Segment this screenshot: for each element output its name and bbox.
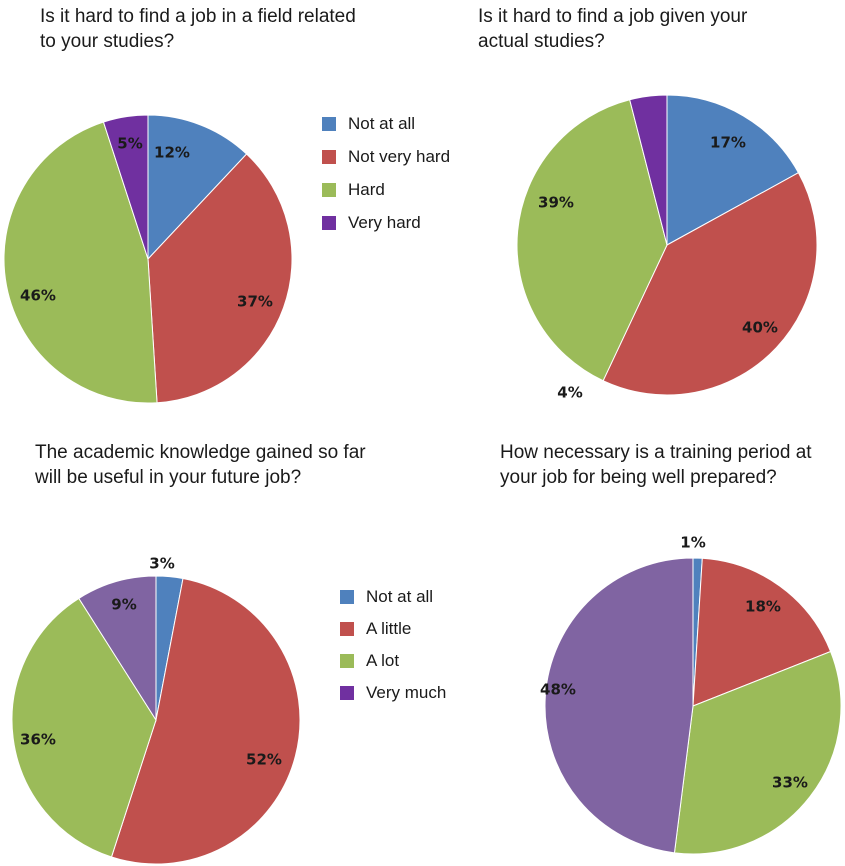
legend-item: Very much — [340, 677, 446, 709]
data-label: 40% — [742, 319, 778, 337]
chart-1-title: Is it hard to find a job in a field rela… — [40, 6, 356, 52]
data-label: 52% — [246, 751, 282, 769]
legend-label: A lot — [366, 651, 400, 670]
legend-swatch — [340, 686, 354, 700]
legend-item: Very hard — [322, 206, 450, 239]
legend-label: Very hard — [348, 212, 421, 232]
data-label: 33% — [772, 774, 808, 792]
legend-item: A lot — [340, 645, 446, 677]
data-label: 9% — [111, 596, 136, 614]
legend-swatch — [322, 215, 336, 230]
legend-label: Not at all — [348, 113, 416, 133]
data-label: 4% — [557, 384, 582, 402]
data-label: 18% — [745, 598, 781, 616]
data-label: 37% — [237, 293, 273, 311]
data-label: 12% — [154, 144, 190, 162]
chart-4-title: How necessary is a training period at yo… — [500, 442, 812, 488]
pie-slice-a-little — [692, 557, 832, 707]
pie-slice-not-at-all — [147, 114, 248, 261]
legend-label: A little — [366, 619, 412, 638]
pie-slice-hard — [516, 99, 668, 382]
pie-slice-a-lot — [11, 597, 157, 858]
data-label: 46% — [20, 287, 56, 305]
pie-slice-not-very-hard — [147, 153, 293, 404]
pie-slice-very-hard — [629, 94, 668, 246]
data-label: 36% — [20, 731, 56, 749]
legend-item: Not very hard — [322, 140, 450, 173]
pie-slice-very-hard — [102, 114, 149, 260]
data-label: 3% — [149, 555, 174, 573]
data-label: 17% — [710, 134, 746, 152]
data-label: 1% — [680, 534, 705, 552]
legend-swatch — [340, 654, 354, 668]
legend-bottom: Not at all A little A lot Very much — [340, 581, 446, 709]
legend-item: A little — [340, 613, 446, 645]
legend-label: Hard — [348, 179, 385, 199]
legend-swatch — [340, 590, 354, 604]
legend-swatch — [322, 182, 336, 197]
pie-slice-hard — [3, 121, 158, 404]
legend-item: Hard — [322, 173, 450, 206]
legend-label: Not at all — [366, 587, 434, 606]
legend-swatch — [340, 622, 354, 636]
legend-label: Very much — [366, 683, 447, 702]
pie-slice-very-much — [544, 557, 694, 854]
data-label: 48% — [540, 681, 576, 699]
pie-slice-very-much — [78, 575, 157, 722]
chart-2-title: Is it hard to find a job given your actu… — [478, 6, 748, 52]
legend-top: Not at all Not very hard Hard Very hard — [322, 107, 450, 239]
legend-item: Not at all — [340, 581, 446, 613]
legend-item: Not at all — [322, 107, 450, 140]
chart-3-title: The academic knowledge gained so far wil… — [35, 442, 366, 488]
data-label: 5% — [117, 135, 142, 153]
data-label: 39% — [538, 194, 574, 212]
legend-label: Not very hard — [348, 146, 451, 166]
pie-slice-a-lot — [673, 650, 842, 855]
pie-slice-not-at-all — [666, 94, 800, 246]
legend-swatch — [322, 149, 336, 164]
pie-slice-a-little — [110, 577, 301, 865]
pie-slice-not-very-hard — [602, 172, 818, 396]
legend-swatch — [322, 116, 336, 131]
